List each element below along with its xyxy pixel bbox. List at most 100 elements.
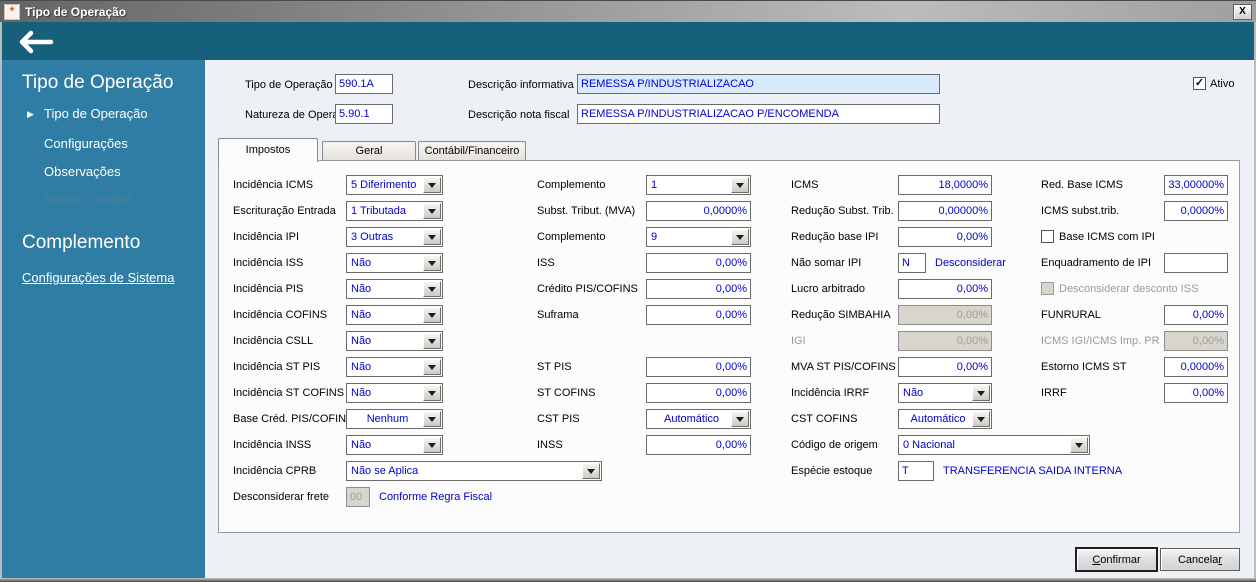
chevron-down-icon[interactable]	[731, 411, 749, 427]
tab-impostos[interactable]: Impostos	[218, 138, 318, 162]
credito-pis-cofins-input[interactable]: 0,00%	[646, 279, 751, 299]
chevron-down-icon[interactable]	[731, 229, 749, 245]
incidencia-irrf-select[interactable]: Não	[898, 383, 992, 403]
codigo-de-origem-select[interactable]: 0 Nacional	[898, 435, 1090, 455]
main-panel: Tipo de Operação 590.1A Natureza de Oper…	[205, 60, 1254, 578]
subst-tribut-mva-label: Subst. Tribut. (MVA)	[537, 205, 636, 217]
chevron-down-icon[interactable]	[423, 229, 441, 245]
ativo-checkbox[interactable]: ✓	[1193, 77, 1206, 90]
mva-st-pis-cofins-input[interactable]: 0,00%	[898, 357, 992, 377]
estorno-icms-st-input[interactable]: 0,0000%	[1164, 357, 1228, 377]
descricao-informativa-input[interactable]: REMESSA P/INDUSTRIALIZACAO	[577, 74, 940, 94]
complemento-icms-label: Complemento	[537, 179, 606, 191]
incidencia-pis-select[interactable]: Não	[346, 279, 443, 299]
desconsiderar-frete-input: 00	[346, 487, 370, 507]
descricao-nota-fiscal-input[interactable]: REMESSA P/INDUSTRIALIZACAO P/ENCOMENDA	[577, 104, 940, 124]
chevron-down-icon[interactable]	[423, 307, 441, 323]
incidencia-csll-select[interactable]: Não	[346, 331, 443, 351]
reducao-subst-trib-input[interactable]: 0,00000%	[898, 201, 992, 221]
incidencia-cprb-label: Incidência CPRB	[233, 465, 317, 477]
st-cofins-label: ST COFINS	[537, 387, 596, 399]
red-base-icms-label: Red. Base ICMS	[1041, 179, 1123, 191]
cancelar-button[interactable]: Cancela r	[1160, 548, 1240, 571]
icms-input[interactable]: 18,0000%	[898, 175, 992, 195]
incidencia-cofins-select[interactable]: Não	[346, 305, 443, 325]
chevron-down-icon[interactable]	[423, 411, 441, 427]
lucro-arbitrado-input[interactable]: 0,00%	[898, 279, 992, 299]
cst-pis-label: CST PIS	[537, 413, 580, 425]
st-cofins-input[interactable]: 0,00%	[646, 383, 751, 403]
nao-somar-ipi-input[interactable]: N	[898, 253, 926, 273]
tab-geral[interactable]: Geral	[322, 141, 416, 161]
sidebar-item-tipo-de-operacao[interactable]: Tipo de Operação	[44, 106, 148, 121]
chevron-down-icon[interactable]	[972, 385, 990, 401]
chevron-down-icon[interactable]	[582, 463, 600, 479]
back-arrow-icon[interactable]	[18, 30, 54, 54]
header-banner	[2, 22, 1254, 60]
subst-tribut-mva-input[interactable]: 0,0000%	[646, 201, 751, 221]
funrural-input[interactable]: 0,00%	[1164, 305, 1228, 325]
confirmar-label-post: onfirmar	[1100, 553, 1141, 566]
chevron-down-icon[interactable]	[423, 359, 441, 375]
chevron-down-icon[interactable]	[423, 281, 441, 297]
icms-subst-trib-input[interactable]: 0,0000%	[1164, 201, 1228, 221]
cancelar-label-mnemonic: r	[1218, 553, 1223, 566]
incidencia-st-cofins-select[interactable]: Não	[346, 383, 443, 403]
sidebar-section-title: Tipo de Operação	[22, 72, 174, 93]
icms-igi-imp-pr-input: 0,00%	[1164, 331, 1228, 351]
chevron-down-icon[interactable]	[731, 177, 749, 193]
complemento-icms-select[interactable]: 1	[646, 175, 751, 195]
sidebar-link-configuracoes-de-sistema[interactable]: Configurações de Sistema	[22, 270, 175, 285]
sidebar: Tipo de Operação ▶ Tipo de Operação Conf…	[2, 60, 205, 578]
natureza-operacao-input[interactable]: 5.90.1	[335, 104, 393, 124]
sidebar-item-configuracoes[interactable]: Configurações	[44, 136, 128, 151]
close-icon[interactable]: X	[1233, 3, 1252, 20]
reducao-base-ipi-input[interactable]: 0,00%	[898, 227, 992, 247]
chevron-down-icon[interactable]	[423, 177, 441, 193]
st-pis-input[interactable]: 0,00%	[646, 357, 751, 377]
chevron-down-icon[interactable]	[423, 255, 441, 271]
incidencia-icms-select[interactable]: 5 Diferimento	[346, 175, 443, 195]
iss-label: ISS	[537, 257, 555, 269]
base-icms-com-ipi-checkbox[interactable]	[1041, 230, 1054, 243]
complemento-icms-value: 1	[651, 179, 658, 191]
nao-somar-ipi-note: Desconsiderar	[935, 257, 1006, 269]
chevron-down-icon[interactable]	[423, 385, 441, 401]
st-pis-label: ST PIS	[537, 361, 572, 373]
chevron-down-icon[interactable]	[972, 411, 990, 427]
enquadramento-de-ipi-input[interactable]	[1164, 253, 1228, 273]
complemento-ipi-select[interactable]: 9	[646, 227, 751, 247]
incidencia-st-pis-select[interactable]: Não	[346, 357, 443, 377]
incidencia-ipi-select[interactable]: 3 Outras	[346, 227, 443, 247]
chevron-down-icon[interactable]	[423, 333, 441, 349]
incidencia-st-cofins-label: Incidência ST COFINS	[233, 387, 345, 399]
window-title: Tipo de Operação	[25, 4, 127, 19]
reducao-simbahia-input: 0,00%	[898, 305, 992, 325]
chevron-down-icon[interactable]	[423, 203, 441, 219]
base-cred-pis-cofins-select[interactable]: Nenhum	[346, 409, 443, 429]
iss-input[interactable]: 0,00%	[646, 253, 751, 273]
escrituracao-entrada-select[interactable]: 1 Tributada	[346, 201, 443, 221]
suframa-label: Suframa	[537, 309, 579, 321]
sidebar-item-regra-contabil: Regra Contábil	[44, 192, 131, 207]
red-base-icms-input[interactable]: 33,00000%	[1164, 175, 1228, 195]
chevron-down-icon[interactable]	[1070, 437, 1088, 453]
irrf-input[interactable]: 0,00%	[1164, 383, 1228, 403]
suframa-input[interactable]: 0,00%	[646, 305, 751, 325]
inss-label: INSS	[537, 439, 563, 451]
inss-input[interactable]: 0,00%	[646, 435, 751, 455]
tab-contabil-financeiro[interactable]: Contábil/Financeiro	[418, 141, 526, 161]
cst-cofins-select[interactable]: Automático	[898, 409, 992, 429]
incidencia-iss-select[interactable]: Não	[346, 253, 443, 273]
especie-estoque-input[interactable]: T	[898, 461, 934, 481]
cst-pis-select[interactable]: Automático	[646, 409, 751, 429]
incidencia-st-pis-label: Incidência ST PIS	[233, 361, 321, 373]
incidencia-inss-label: Incidência INSS	[233, 439, 312, 451]
incidencia-cprb-select[interactable]: Não se Aplica	[346, 461, 602, 481]
cst-pis-value: Automático	[663, 413, 720, 425]
chevron-down-icon[interactable]	[423, 437, 441, 453]
sidebar-item-observacoes[interactable]: Observações	[44, 164, 121, 179]
incidencia-inss-select[interactable]: Não	[346, 435, 443, 455]
tipo-operacao-input[interactable]: 590.1A	[335, 74, 393, 94]
